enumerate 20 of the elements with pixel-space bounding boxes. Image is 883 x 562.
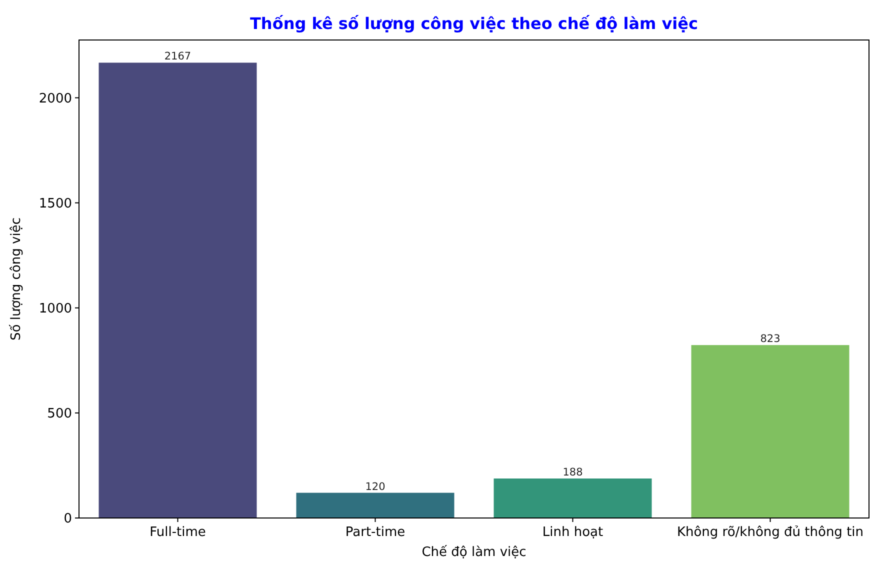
x-tick-label: Linh hoạt <box>542 525 604 540</box>
y-axis-title: Số lượng công việc <box>9 218 24 340</box>
x-tick-label: Không rõ/không đủ thông tin <box>676 525 864 540</box>
data-label: 188 <box>562 466 583 478</box>
data-label: 2167 <box>164 50 192 63</box>
y-tick-label: 1000 <box>38 301 72 316</box>
y-tick-label: 0 <box>64 512 72 527</box>
bar <box>98 62 257 518</box>
bar <box>296 492 454 518</box>
bar <box>691 345 850 518</box>
y-tick-label: 1500 <box>38 196 72 212</box>
x-axis-title: Chế độ làm việc <box>422 545 526 560</box>
y-tick-label: 500 <box>47 406 72 422</box>
bar <box>494 478 652 518</box>
y-tick-label: 2000 <box>38 91 72 106</box>
data-label: 823 <box>760 333 780 346</box>
x-tick-label: Full-time <box>150 525 206 540</box>
data-label: 120 <box>365 480 386 493</box>
x-tick-label: Part-time <box>345 525 406 540</box>
chart-title: Thống kê số lượng công việc theo chế độ làm việc <box>250 14 698 33</box>
